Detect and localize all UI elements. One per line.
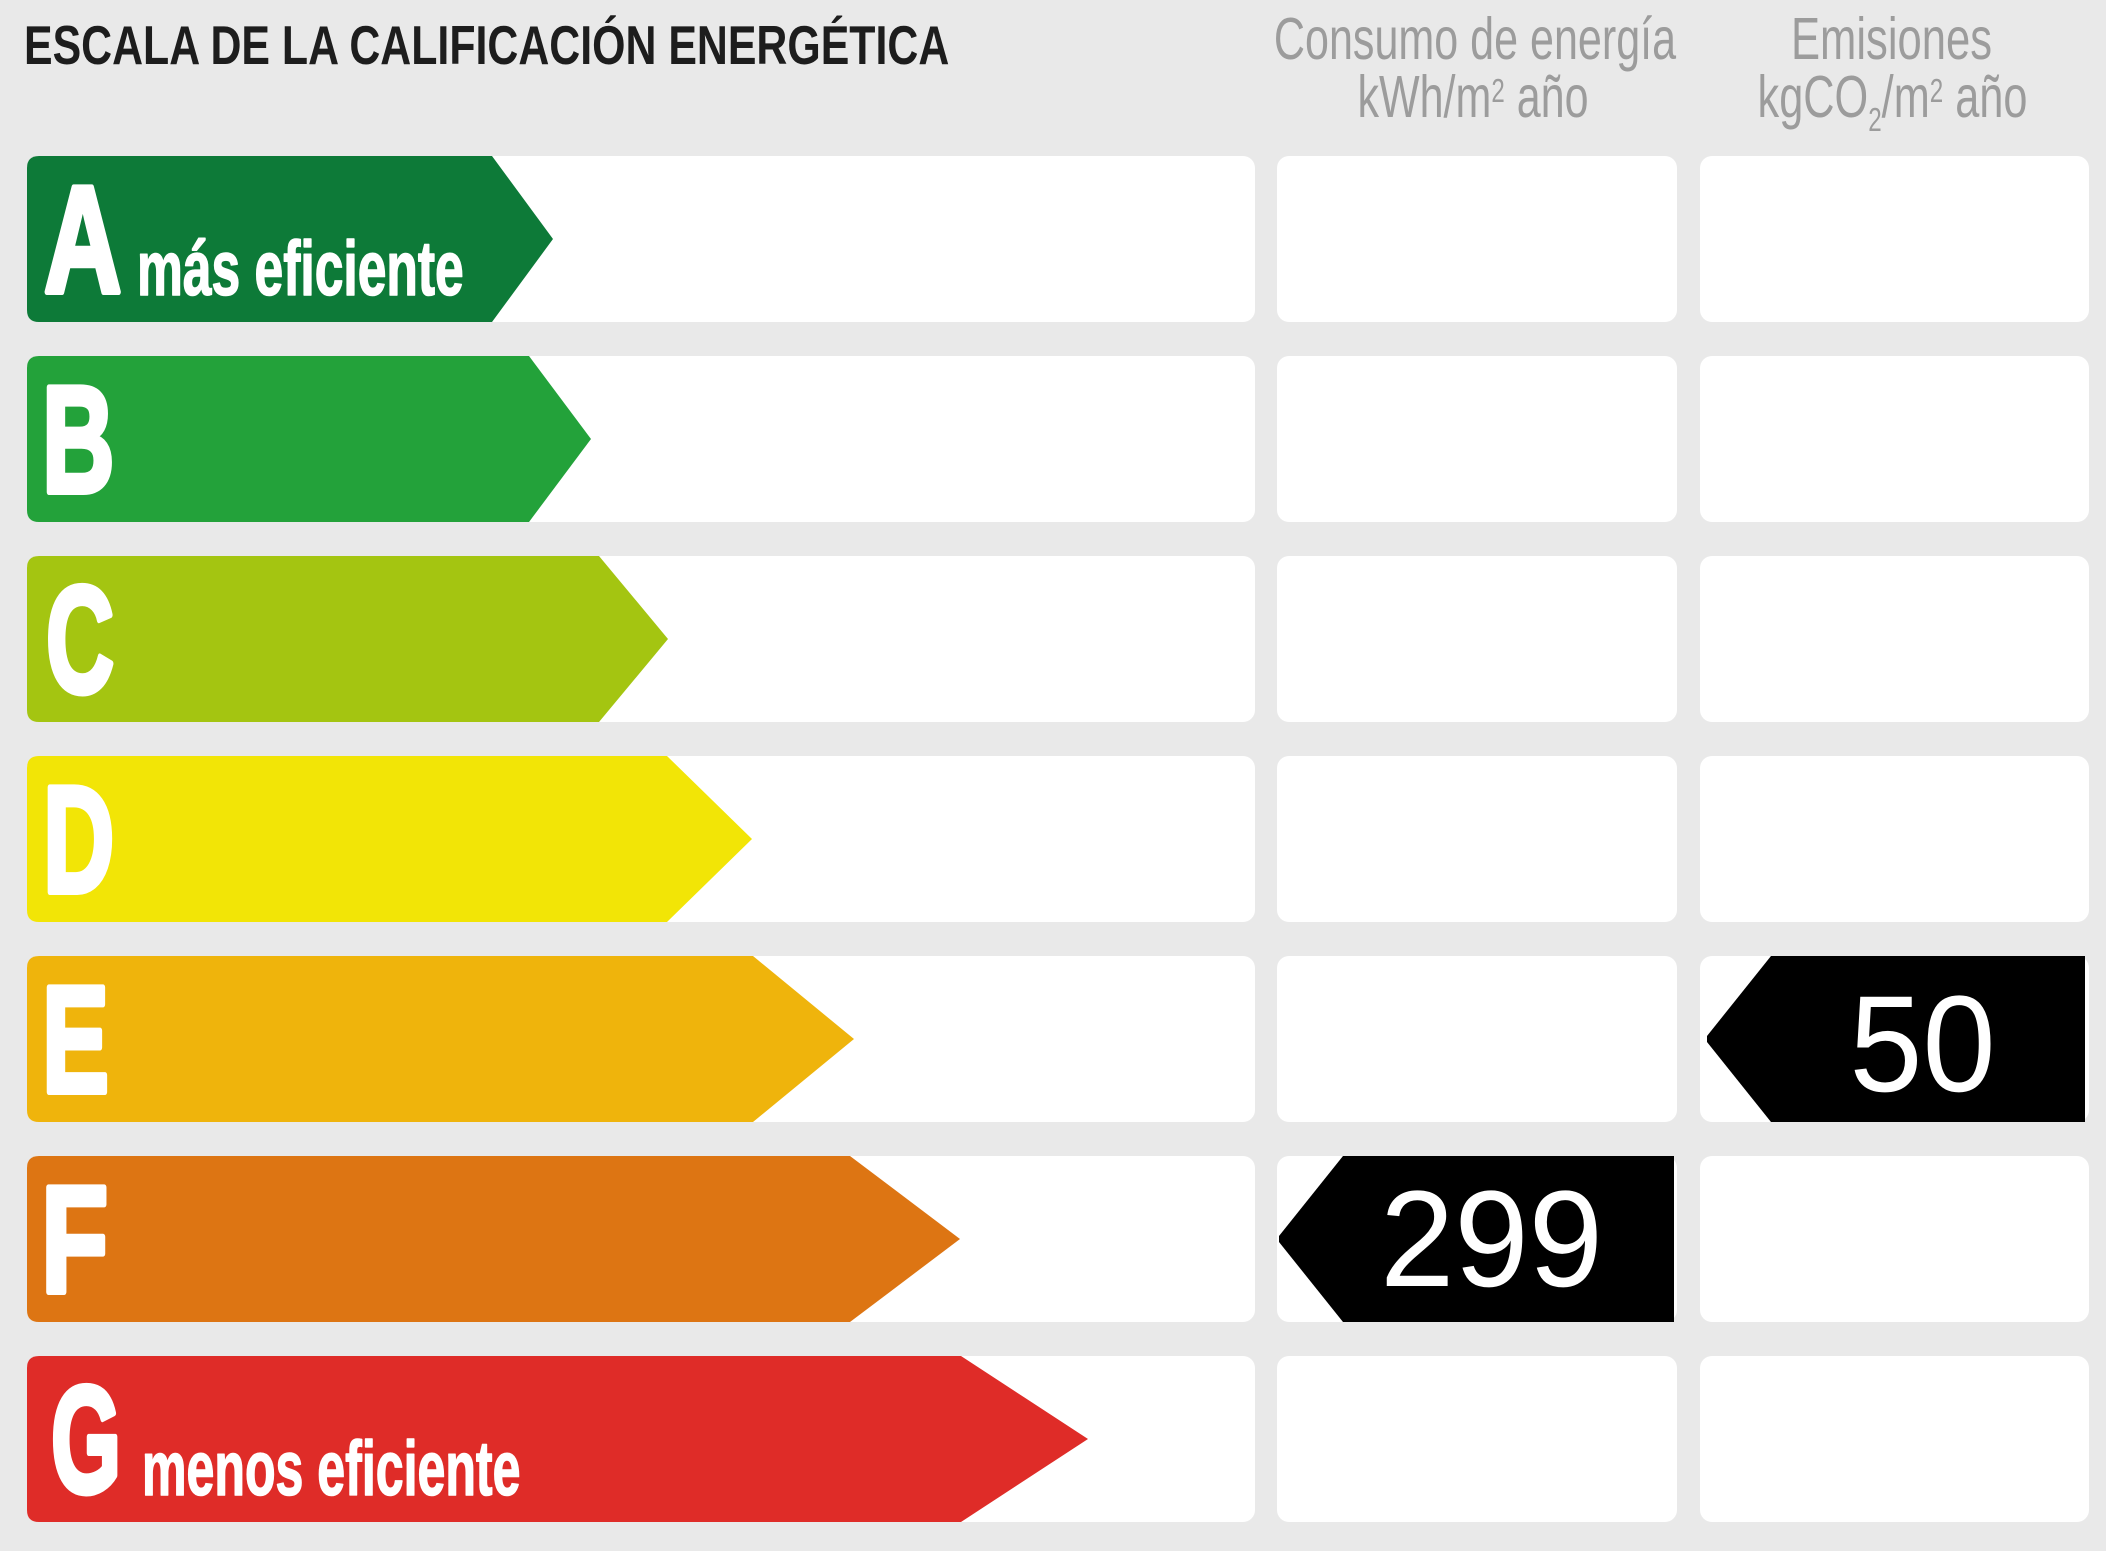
svg-text:Consumo de energía: Consumo de energía — [1274, 5, 1676, 71]
svg-text:E: E — [42, 955, 109, 1125]
svg-text:menos eficiente: menos eficiente — [142, 1425, 520, 1512]
svg-text:D: D — [43, 756, 114, 926]
svg-text:C: C — [46, 554, 114, 725]
svg-text:kgCO2/m2 año: kgCO2/m2 año — [1758, 63, 2028, 139]
svg-text:B: B — [42, 355, 115, 525]
svg-text:kWh/m2 año: kWh/m2 año — [1357, 63, 1588, 129]
svg-text:G: G — [51, 1356, 121, 1525]
svg-text:299: 299 — [1380, 1162, 1603, 1315]
svg-text:F: F — [41, 1156, 108, 1325]
svg-text:A: A — [44, 155, 122, 325]
svg-text:Emisiones: Emisiones — [1791, 6, 1992, 72]
svg-text:50: 50 — [1849, 968, 1995, 1121]
svg-text:ESCALA DE LA CALIFICACIÓN ENER: ESCALA DE LA CALIFICACIÓN ENERGÉTICA — [24, 14, 949, 76]
svg-text:más eficiente: más eficiente — [137, 226, 464, 312]
